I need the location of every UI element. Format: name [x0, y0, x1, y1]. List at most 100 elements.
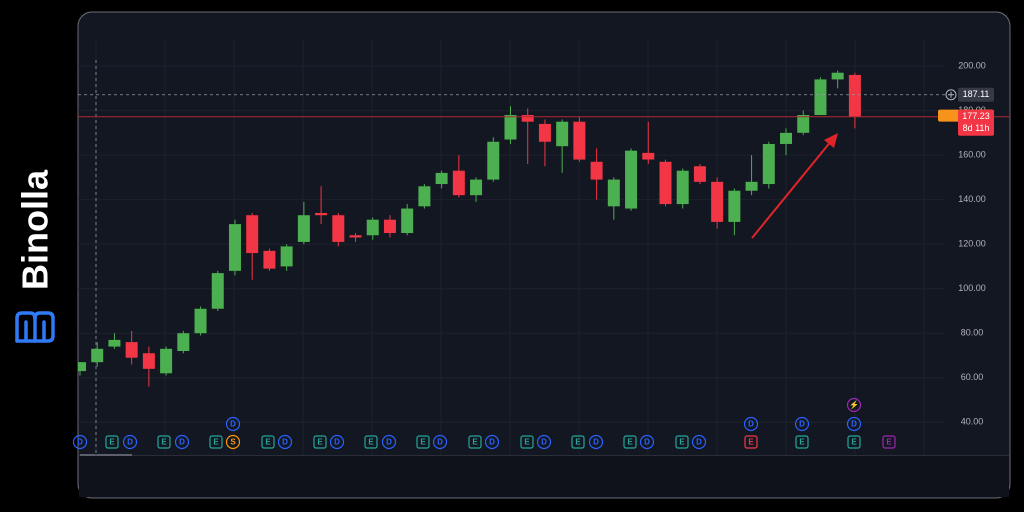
annotation-arrow — [751, 133, 838, 239]
marker-label: E — [368, 438, 374, 447]
marker-label: D — [77, 438, 83, 447]
marker-label: E — [213, 438, 219, 447]
candle-body — [848, 74, 861, 117]
candle-body — [211, 273, 224, 309]
marker-label: D — [127, 438, 133, 447]
y-tick-label: 100.00 — [958, 283, 986, 293]
event-markers: D E D E D E S E D E D E D E D E D E D E D E D E D E E E ED D D D⚡ — [72, 397, 896, 450]
candle-body — [831, 72, 844, 80]
marker-label: D — [851, 420, 857, 429]
marker-frame — [72, 434, 88, 450]
marker-frame — [261, 435, 275, 449]
marker-frame — [381, 434, 397, 450]
marker-frame — [209, 435, 223, 449]
marker-frame — [105, 435, 119, 449]
candle-body — [797, 115, 810, 133]
last-price: 177.23 — [962, 111, 990, 121]
marker-label: D — [799, 420, 805, 429]
candle-body — [435, 172, 448, 185]
marker-frame — [157, 435, 171, 449]
candle-body — [745, 181, 758, 191]
marker-label: E — [524, 438, 530, 447]
y-tick-label: 200.00 — [958, 60, 986, 70]
candle-body — [280, 246, 293, 267]
candle-body — [780, 132, 793, 144]
candle-body — [297, 215, 310, 242]
marker-frame — [468, 435, 482, 449]
candle-body — [762, 143, 775, 185]
candle-body — [470, 179, 483, 196]
marker-label: D — [334, 438, 340, 447]
brand-name: Binolla — [15, 169, 56, 290]
marker-frame — [174, 434, 190, 450]
candle-body — [401, 208, 414, 234]
y-tick-label: 160.00 — [958, 149, 986, 159]
candle-body — [521, 115, 534, 122]
candle-body — [315, 212, 328, 216]
crosshair-plus — [948, 91, 954, 98]
marker-label: D — [644, 438, 650, 447]
candle-body — [711, 181, 724, 222]
marker-frame — [484, 434, 500, 450]
marker-label: E — [886, 438, 892, 447]
countdown: 8d 11h — [963, 123, 990, 133]
marker-label: E — [627, 438, 633, 447]
marker-label: E — [109, 438, 115, 447]
candle-body — [607, 179, 620, 207]
marker-frame — [588, 434, 604, 450]
candle-body — [590, 161, 603, 180]
candle-body — [418, 186, 431, 207]
marker-label: E — [851, 438, 857, 447]
crosshair-icon — [945, 89, 957, 101]
y-tick-label: 120.00 — [958, 239, 986, 249]
last-badge — [958, 109, 994, 136]
candle-body — [228, 224, 241, 271]
marker-label: D — [386, 438, 392, 447]
marker-label: E — [317, 438, 323, 447]
bottom-strip — [79, 456, 1009, 497]
candle-body — [573, 121, 586, 160]
candle-body — [91, 348, 104, 363]
marker-label: D — [179, 438, 185, 447]
candles — [78, 70, 861, 387]
candle-body — [504, 115, 517, 140]
marker-frame — [795, 435, 809, 449]
marker-frame — [225, 416, 241, 432]
y-tick-label: 40.00 — [961, 417, 984, 427]
marker-frame — [520, 435, 534, 449]
logo: Binolla — [15, 169, 56, 343]
y-tick-label: 60.00 — [961, 372, 984, 382]
candle-body — [332, 215, 345, 242]
marker-label: E — [748, 438, 754, 447]
candle-body — [366, 219, 379, 236]
crosshair-badge — [958, 87, 994, 102]
marker-label: D — [489, 438, 495, 447]
candle-body — [642, 152, 655, 160]
candle-body — [538, 123, 551, 142]
candle-body — [349, 235, 362, 238]
marker-frame — [122, 434, 138, 450]
marker-label: D — [696, 438, 702, 447]
marker-frame — [364, 435, 378, 449]
marker-frame — [432, 434, 448, 450]
candle-body — [659, 161, 672, 205]
candle-body — [383, 219, 396, 234]
candle-body — [78, 362, 86, 372]
marker-label: S — [230, 438, 236, 447]
marker-label: E — [575, 438, 581, 447]
marker-frame — [313, 435, 327, 449]
marker-frame — [639, 434, 655, 450]
candle-body — [625, 150, 638, 209]
marker-label: E — [799, 438, 805, 447]
marker-frame — [743, 416, 759, 432]
marker-label: E — [420, 438, 426, 447]
candle-body — [452, 170, 465, 196]
marker-frame — [847, 435, 861, 449]
marker-label: D — [593, 438, 599, 447]
marker-frame — [277, 434, 293, 450]
crosshair-price: 187.11 — [963, 89, 990, 99]
marker-label: E — [472, 438, 478, 447]
marker-frame — [416, 435, 430, 449]
